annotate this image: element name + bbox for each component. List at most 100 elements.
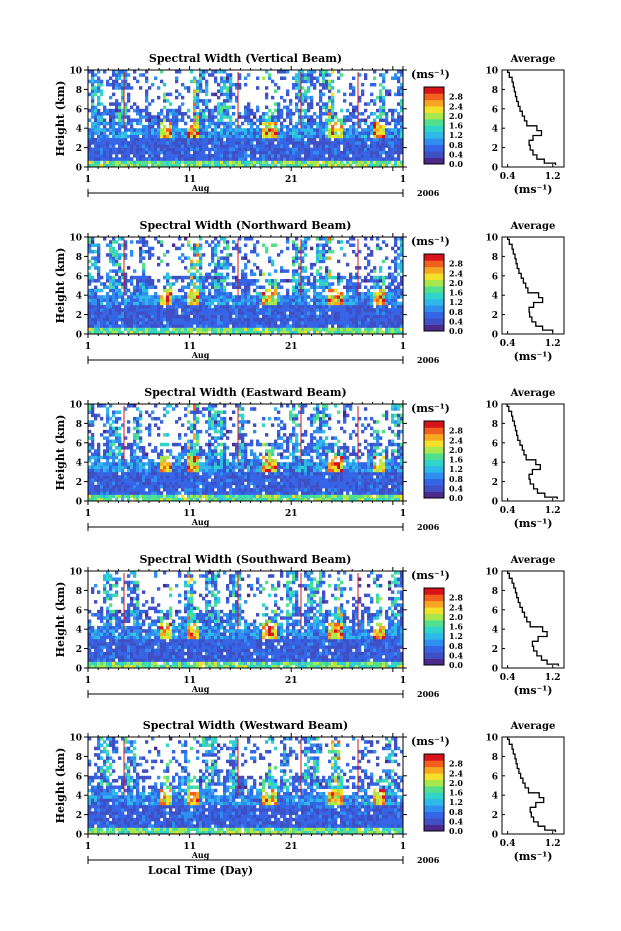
heatmap-cell (193, 79, 197, 84)
heatmap-cell (130, 240, 134, 244)
heatmap-cell (301, 115, 305, 119)
heatmap-cell (256, 160, 260, 165)
heatmap-cell (133, 288, 137, 293)
heatmap-cell (361, 279, 365, 283)
heatmap-cell (328, 128, 332, 132)
heatmap-cell (190, 157, 194, 161)
heatmap-cell (130, 321, 134, 325)
heatmap-cell (169, 112, 173, 116)
heatmap-cell (193, 253, 197, 257)
heatmap-cell (148, 121, 152, 126)
heatmap-cell (247, 259, 251, 264)
heatmap-cell (157, 471, 161, 476)
heatmap-cell (223, 131, 227, 135)
heatmap-cell (139, 160, 143, 165)
heatmap-cell (91, 95, 95, 100)
heatmap-cell (160, 311, 164, 315)
heatmap-cell (196, 134, 200, 139)
heatmap-cell (91, 433, 95, 437)
heatmap-cell (373, 163, 377, 168)
heatmap-cell (130, 144, 134, 148)
heatmap-cell (349, 144, 353, 148)
heatmap-cell (349, 279, 353, 283)
heatmap-cell (118, 160, 122, 165)
heatmap-cell (283, 141, 287, 145)
heatmap-cell (340, 291, 344, 296)
heatmap-cell (241, 115, 245, 119)
heatmap-cell (358, 160, 362, 165)
heatmap-cell (304, 317, 308, 322)
heatmap-cell (271, 295, 275, 299)
heatmap-cell (256, 301, 260, 306)
heatmap-cell (214, 163, 218, 168)
heatmap-cell (130, 134, 134, 139)
heatmap-cell (319, 256, 323, 260)
heatmap-cell (172, 147, 176, 152)
heatmap-cell (214, 324, 218, 328)
heatmap-cell (247, 282, 251, 286)
heatmap-cell (97, 484, 101, 489)
heatmap-cell (373, 269, 377, 273)
heatmap-cell (391, 259, 395, 264)
heatmap-cell (241, 324, 245, 328)
heatmap-cell (373, 150, 377, 155)
heatmap-cell (349, 321, 353, 325)
heatmap-cell (217, 70, 221, 74)
heatmap-cell (337, 160, 341, 165)
heatmap-cell (244, 147, 248, 152)
heatmap-cell (130, 458, 134, 463)
heatmap-cell (271, 321, 275, 325)
heatmap-cell (118, 436, 122, 440)
heatmap-cell (136, 446, 140, 450)
heatmap-cell (130, 481, 134, 486)
heatmap-cell (382, 317, 386, 322)
heatmap-cell (271, 157, 275, 161)
heatmap-cell (151, 144, 155, 148)
heatmap-cell (283, 118, 287, 123)
heatmap-cell (88, 423, 92, 427)
heatmap-cell (190, 137, 194, 142)
heatmap-cell (109, 243, 113, 247)
heatmap-cell (400, 141, 404, 145)
heatmap-cell (388, 275, 392, 280)
heatmap-cell (121, 124, 125, 129)
heatmap-cell (94, 79, 98, 84)
heatmap-cell (205, 163, 209, 168)
heatmap-cell (382, 308, 386, 312)
heatmap-cell (253, 314, 257, 319)
heatmap-cell (334, 304, 338, 309)
heatmap-cell (94, 475, 98, 479)
heatmap-cell (169, 488, 173, 492)
heatmap-cell (289, 118, 293, 123)
heatmap-cell (166, 433, 170, 437)
heatmap-cell (115, 102, 119, 106)
heatmap-cell (211, 70, 215, 74)
heatmap-cell (115, 115, 119, 119)
heatmap-cell (283, 147, 287, 152)
heatmap-cell (112, 468, 116, 473)
heatmap-cell (211, 269, 215, 273)
heatmap-cell (310, 147, 314, 152)
heatmap-cell (139, 449, 143, 453)
heatmap-cell (331, 86, 335, 90)
heatmap-cell (283, 314, 287, 319)
heatmap-cell (145, 92, 149, 97)
heatmap-cell (361, 147, 365, 152)
heatmap-cell (109, 452, 113, 457)
heatmap-cell (322, 298, 326, 302)
heatmap-cell (397, 295, 401, 299)
heatmap-cell (163, 311, 167, 315)
heatmap-cell (88, 92, 92, 97)
heatmap-cell (112, 124, 116, 129)
heatmap-cell (223, 144, 227, 148)
heatmap-cell (166, 128, 170, 132)
heatmap-cell (193, 131, 197, 135)
heatmap-cell (259, 317, 263, 322)
heatmap-cell (265, 298, 269, 302)
heatmap-cell (286, 304, 290, 309)
heatmap-cell (364, 317, 368, 322)
heatmap-cell (364, 275, 368, 280)
heatmap-cell (112, 317, 116, 322)
heatmap-cell (115, 465, 119, 469)
heatmap-cell (94, 452, 98, 457)
